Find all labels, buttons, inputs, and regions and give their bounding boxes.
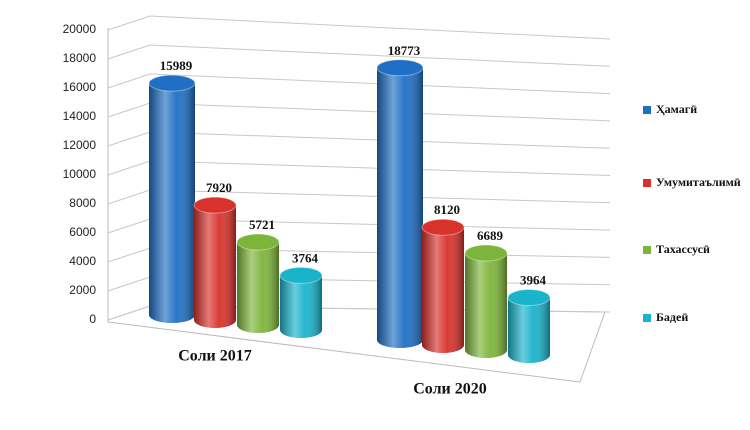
- data-label: 6689: [477, 228, 504, 243]
- y-tick-label: 6000: [69, 225, 96, 239]
- legend-label: Бадеӣ: [656, 310, 688, 324]
- y-tick-label: 14000: [63, 109, 97, 123]
- x-tick-label: Соли 2020: [413, 381, 487, 398]
- data-label: 18773: [388, 43, 421, 58]
- grid-line: [107, 73, 611, 95]
- legend-swatch: [643, 106, 651, 114]
- legend-label: Умумитаълимӣ: [656, 175, 741, 189]
- legend-label: Тахассусӣ: [656, 242, 710, 256]
- y-tick-label: 8000: [69, 196, 96, 210]
- cylinder-top: [193, 196, 237, 214]
- bar-shade: [465, 253, 507, 350]
- data-label: 5721: [249, 217, 275, 232]
- y-tick-label: 0: [89, 312, 96, 326]
- cylinder-top: [507, 289, 551, 307]
- cylinder-top: [236, 233, 280, 251]
- y-tick-label: 4000: [69, 254, 96, 268]
- grid-line: [107, 15, 611, 40]
- y-tick-label: 20000: [63, 22, 97, 36]
- bar-shade: [280, 275, 322, 330]
- cylinder-top: [376, 59, 424, 77]
- legend-label: Ҳамагӣ: [656, 102, 697, 116]
- y-tick-label: 10000: [63, 167, 97, 181]
- bar-shade: [149, 83, 195, 315]
- data-label: 3764: [292, 250, 319, 265]
- data-label: 8120: [434, 202, 460, 217]
- data-label: 15989: [160, 58, 193, 73]
- grid-line: [107, 44, 611, 67]
- legend-swatch: [643, 246, 651, 254]
- bar-shade: [422, 227, 464, 345]
- cylinder-top: [148, 74, 196, 92]
- bar-shade: [194, 205, 236, 320]
- x-tick-label: Соли 2017: [178, 348, 252, 365]
- y-tick-label: 12000: [63, 138, 97, 152]
- bar-shade: [508, 297, 550, 355]
- cylinder-top: [279, 266, 323, 284]
- y-tick-label: 2000: [69, 283, 96, 297]
- bar-shade: [377, 67, 423, 340]
- cylinder-top: [421, 218, 465, 236]
- bar-shade: [237, 242, 279, 325]
- data-label: 7920: [206, 180, 232, 195]
- cylinder-top: [464, 244, 508, 262]
- legend-swatch: [643, 179, 651, 187]
- y-tick-label: 18000: [63, 51, 97, 65]
- legend-swatch: [643, 314, 651, 322]
- y-tick-label: 16000: [63, 80, 97, 94]
- data-label: 3964: [520, 273, 547, 288]
